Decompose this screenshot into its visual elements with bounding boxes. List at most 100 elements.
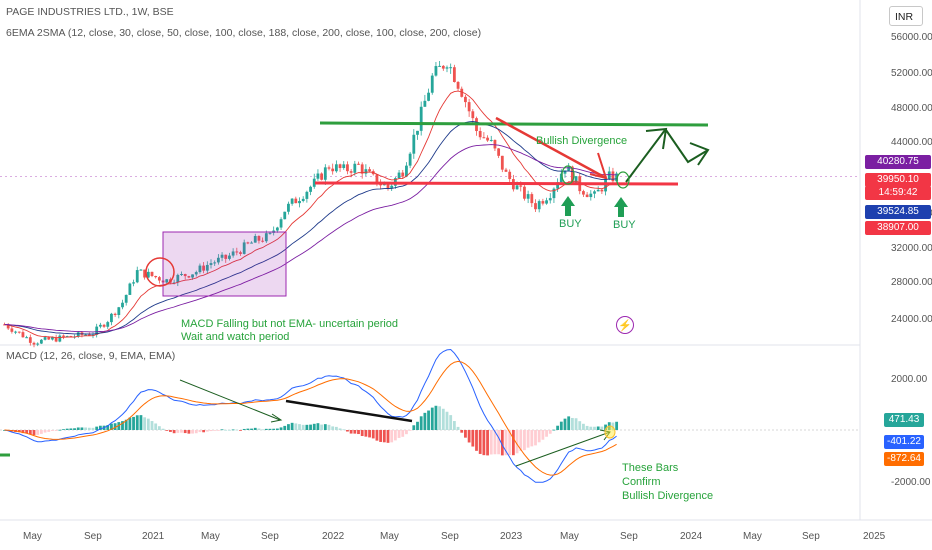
indicator-legend[interactable]: 6EMA 2SMA (12, close, 30, close, 50, clo…	[6, 27, 482, 39]
macd-histogram-bar	[334, 426, 338, 430]
macd-histogram-bar	[556, 425, 560, 430]
candle-body	[290, 198, 294, 204]
macd-histogram-bar	[552, 429, 556, 431]
candle-body	[224, 254, 228, 259]
macd-histogram-bar	[441, 408, 445, 430]
macd-histogram-bar	[427, 410, 430, 430]
macd-histogram-bar	[62, 429, 65, 431]
candle-body	[416, 130, 419, 135]
macd-line	[4, 348, 617, 483]
candle-body	[405, 165, 408, 177]
macd-histogram-bar	[593, 426, 596, 430]
candle-body	[250, 242, 253, 244]
macd-histogram-bar	[172, 430, 176, 434]
ema-line	[4, 121, 617, 335]
candle-body	[390, 185, 394, 189]
macd-histogram-bar	[95, 426, 99, 430]
candle-body	[305, 191, 309, 199]
candle-body	[368, 169, 371, 172]
candle-body	[497, 148, 501, 156]
candle-body	[596, 189, 600, 192]
buy-label-1: BUY	[559, 218, 582, 230]
candle-body	[183, 273, 187, 277]
price-axis-tick: 32000.00	[891, 243, 932, 254]
candle-body	[176, 274, 180, 283]
candle-body	[500, 155, 504, 170]
macd-histogram-bar	[143, 417, 147, 430]
macd-legend[interactable]: MACD (12, 26, close, 9, EMA, EMA)	[6, 350, 176, 362]
candle-body	[600, 189, 604, 192]
candle-body	[471, 111, 475, 119]
candle-body	[567, 166, 571, 171]
candle-body	[246, 242, 250, 244]
candle-body	[593, 191, 596, 194]
macd-histogram-bar	[541, 430, 545, 440]
time-axis-tick: Sep	[261, 531, 279, 542]
ema-line	[4, 144, 617, 333]
macd-histogram-bar	[154, 423, 158, 430]
price-tag: 40280.75	[865, 155, 931, 169]
macd-histogram-bar	[353, 430, 357, 434]
candle-body	[172, 282, 176, 284]
signal-line	[4, 360, 617, 476]
candle-body	[482, 137, 486, 139]
candle-body	[21, 332, 25, 338]
macd-histogram-bar	[250, 428, 253, 430]
candle-body	[401, 172, 405, 177]
macd-histogram-bar	[132, 416, 135, 430]
candle-body	[213, 262, 217, 264]
macd-histogram-bar	[382, 430, 386, 443]
candle-body	[611, 171, 615, 182]
candle-body	[154, 275, 158, 278]
candle-body	[556, 182, 560, 189]
macd-axis-tick: 2000.00	[891, 374, 928, 385]
candle-body	[515, 185, 519, 190]
macd-histogram-bar	[464, 430, 467, 438]
macd-histogram-bar	[261, 429, 265, 431]
buy-arrow-2	[614, 197, 628, 217]
time-axis-tick: May	[560, 531, 579, 542]
candle-body	[508, 171, 512, 180]
candle-body	[412, 134, 416, 154]
macd-histogram-bar	[209, 430, 213, 432]
macd-histogram-bar	[434, 405, 438, 430]
bullish-divergence-label: Bullish Divergence	[536, 135, 628, 147]
macd-trendline-1-head	[270, 413, 283, 423]
macd-histogram-bar	[305, 424, 309, 430]
candle-body	[43, 337, 47, 340]
macd-histogram-bar	[449, 415, 453, 430]
macd-histogram-bar	[412, 425, 416, 430]
macd-histogram-bar	[264, 428, 268, 430]
candle-body	[98, 324, 102, 327]
macd-histogram-bar	[202, 430, 206, 433]
candle-body	[323, 167, 327, 180]
time-axis-tick: Sep	[441, 531, 459, 542]
candle-body	[408, 153, 412, 166]
macd-histogram-bar	[124, 419, 128, 430]
candle-body	[143, 269, 147, 278]
candle-body	[430, 75, 434, 93]
bars-note-line-1: These Bars	[622, 462, 679, 474]
macd-histogram-bar	[98, 425, 102, 430]
candle-body	[342, 164, 346, 169]
resistance-line	[319, 121, 709, 127]
macd-tag: -401.22	[884, 435, 924, 449]
candle-body	[334, 164, 338, 172]
macd-histogram-bar	[80, 427, 84, 430]
lightning-icon[interactable]: ⚡	[616, 316, 634, 334]
macd-histogram-bar	[397, 430, 401, 438]
time-axis-tick: Sep	[84, 531, 102, 542]
candle-body	[382, 184, 386, 186]
macd-histogram-bar	[165, 430, 169, 431]
candle-body	[427, 92, 430, 101]
candle-body	[202, 265, 206, 271]
candle-body	[58, 335, 62, 342]
macd-histogram-bar	[611, 422, 615, 430]
macd-histogram-bar	[36, 430, 40, 435]
currency-button[interactable]: INR	[889, 6, 923, 26]
candle-body	[559, 173, 563, 183]
macd-histogram-bar	[545, 430, 548, 437]
time-axis-tick: 2022	[322, 531, 345, 542]
